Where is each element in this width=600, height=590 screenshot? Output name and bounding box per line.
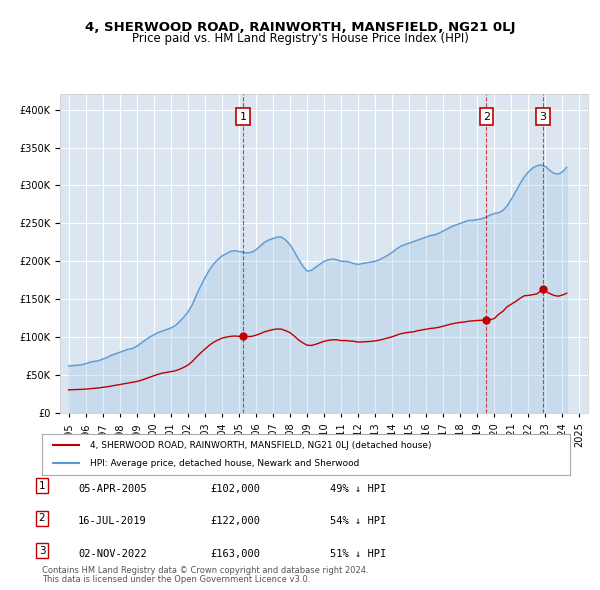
Text: 4, SHERWOOD ROAD, RAINWORTH, MANSFIELD, NG21 0LJ (detached house): 4, SHERWOOD ROAD, RAINWORTH, MANSFIELD, … <box>89 441 431 450</box>
Text: £122,000: £122,000 <box>210 516 260 526</box>
Text: 05-APR-2005: 05-APR-2005 <box>78 484 147 494</box>
Text: 2: 2 <box>38 513 46 523</box>
Text: 3: 3 <box>38 546 46 556</box>
Text: £102,000: £102,000 <box>210 484 260 494</box>
Text: 51% ↓ HPI: 51% ↓ HPI <box>330 549 386 559</box>
Text: 54% ↓ HPI: 54% ↓ HPI <box>330 516 386 526</box>
Text: 1: 1 <box>38 481 46 491</box>
Text: 49% ↓ HPI: 49% ↓ HPI <box>330 484 386 494</box>
Text: 4, SHERWOOD ROAD, RAINWORTH, MANSFIELD, NG21 0LJ: 4, SHERWOOD ROAD, RAINWORTH, MANSFIELD, … <box>85 21 515 34</box>
Text: Price paid vs. HM Land Registry's House Price Index (HPI): Price paid vs. HM Land Registry's House … <box>131 32 469 45</box>
Text: HPI: Average price, detached house, Newark and Sherwood: HPI: Average price, detached house, Newa… <box>89 459 359 468</box>
Text: 1: 1 <box>240 112 247 122</box>
Text: 16-JUL-2019: 16-JUL-2019 <box>78 516 147 526</box>
Text: Contains HM Land Registry data © Crown copyright and database right 2024.: Contains HM Land Registry data © Crown c… <box>42 566 368 575</box>
Text: 02-NOV-2022: 02-NOV-2022 <box>78 549 147 559</box>
Text: This data is licensed under the Open Government Licence v3.0.: This data is licensed under the Open Gov… <box>42 575 310 584</box>
Text: £163,000: £163,000 <box>210 549 260 559</box>
Text: 2: 2 <box>483 112 490 122</box>
Text: 3: 3 <box>539 112 546 122</box>
